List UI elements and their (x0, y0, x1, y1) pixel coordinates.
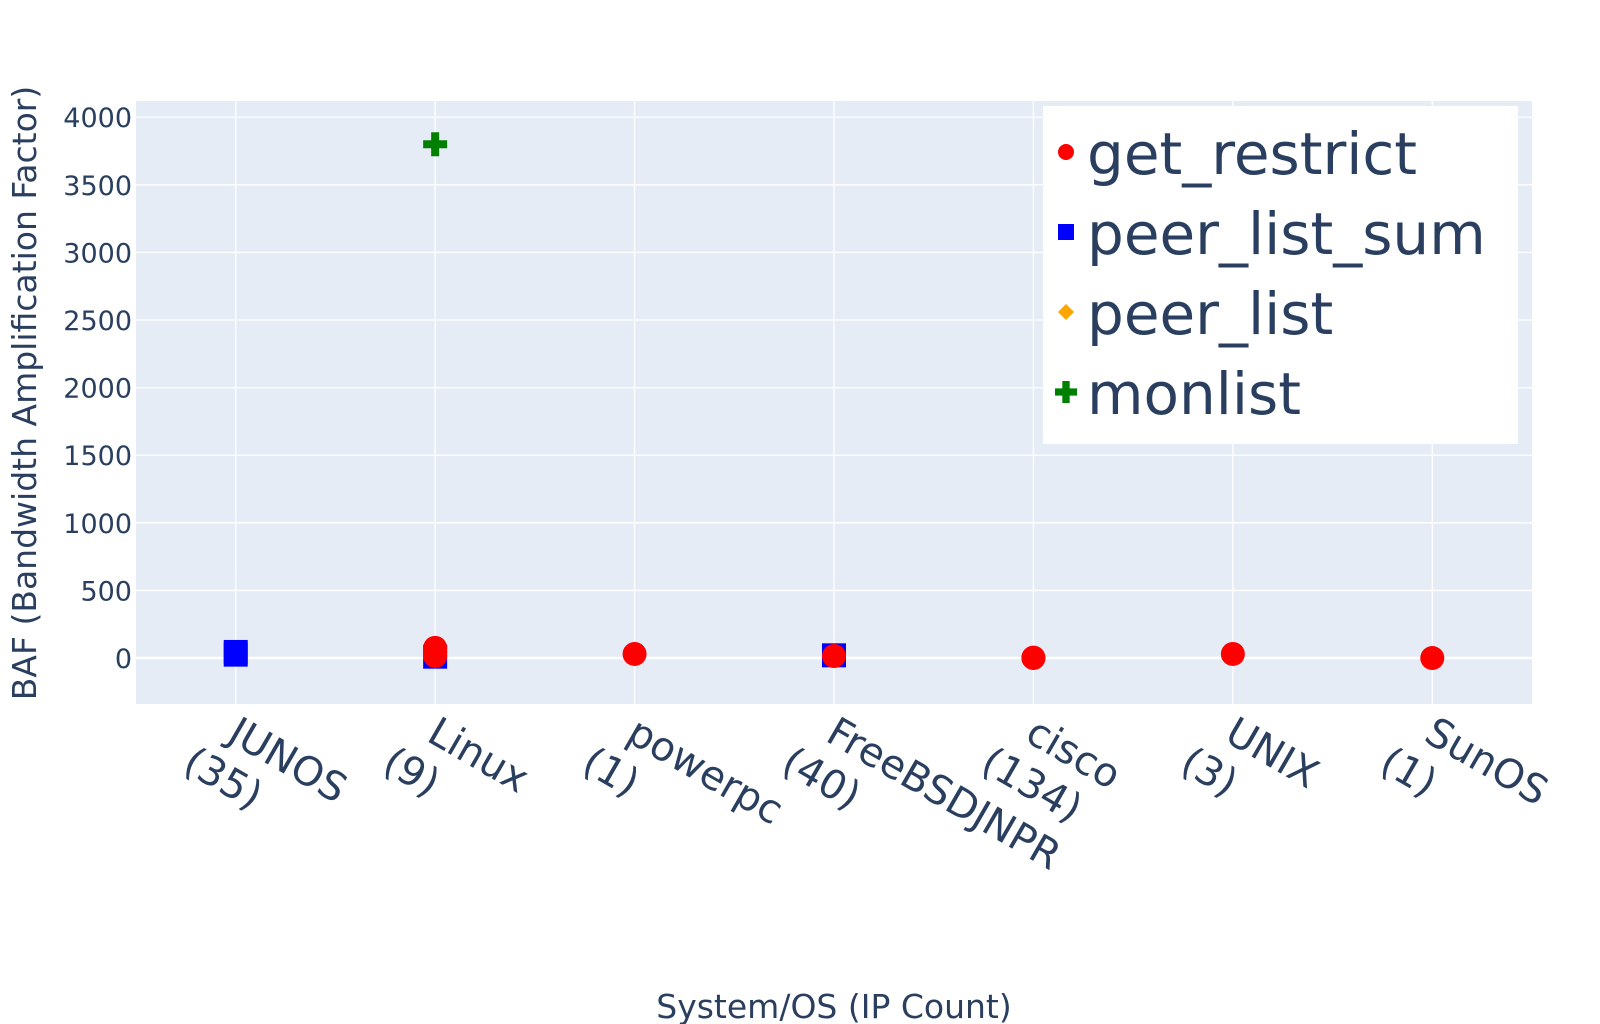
point-get-restrict (423, 644, 448, 669)
y-tick-label: 1000 (63, 509, 132, 540)
legend-symbol (1058, 144, 1074, 160)
x-axis-ticks: JUNOS(35) Linux(9) powerpc(1) FreeBSDJNPR(4… (176, 697, 1556, 921)
y-tick-label: 1500 (63, 441, 132, 472)
y-axis-ticks: 0 500 1000 1500 2000 2500 3000 3500 4000 (63, 103, 132, 675)
point-get-restrict (822, 644, 846, 669)
y-tick-label: 500 (80, 576, 132, 607)
legend[interactable]: get_restrict peer_list_sum peer_listmonlis… (1043, 106, 1518, 444)
y-tick-label: 4000 (63, 103, 132, 134)
x-tick-label: FreeBSDJNPR(40) (774, 697, 1068, 921)
x-tick-label: JUNOS(35) (176, 697, 355, 854)
y-tick-label: 2000 (63, 374, 132, 405)
y-tick-label: 3000 (63, 238, 132, 269)
point-get-restrict (622, 641, 647, 666)
x-tick-label: UNIX(3) (1173, 697, 1326, 840)
point-peer-list-sum (223, 642, 248, 667)
y-axis-title: BAF (Bandwidth Amplification Factor) (5, 86, 44, 700)
y-tick-label: 0 (115, 644, 132, 675)
legend-label: monlist (1087, 360, 1301, 428)
point-get-restrict (1220, 641, 1245, 666)
legend-label: peer_list_sum (1087, 200, 1486, 268)
legend-item-get-restrict[interactable]: get_restrict (1058, 120, 1417, 188)
legend-label: peer_list (1087, 280, 1333, 348)
data-points (223, 132, 1445, 671)
x-tick-label: Linux(9) (375, 697, 536, 844)
legend-label: get_restrict (1087, 120, 1417, 188)
y-tick-label: 3500 (63, 171, 132, 202)
legend-symbol (1055, 381, 1078, 404)
legend-symbol (1058, 224, 1074, 240)
legend-item-monlist[interactable]: monlist (1055, 360, 1301, 428)
legend-box (1043, 106, 1518, 444)
point-get-restrict (1021, 646, 1046, 671)
x-axis-title: System/OS (IP Count) (656, 987, 1011, 1024)
legend-item-peer-list-sum[interactable]: peer_list_sum (1058, 200, 1486, 268)
legend-item-peer-list[interactable]: peer_list (1058, 280, 1333, 348)
point-monlist (423, 132, 448, 157)
y-tick-label: 2500 (63, 306, 132, 337)
legend-symbol (1058, 304, 1074, 320)
x-tick-label: SunOS(1) (1373, 697, 1556, 857)
x-tick-label: powerpc(1) (575, 697, 791, 876)
point-get-restrict (1420, 646, 1445, 671)
